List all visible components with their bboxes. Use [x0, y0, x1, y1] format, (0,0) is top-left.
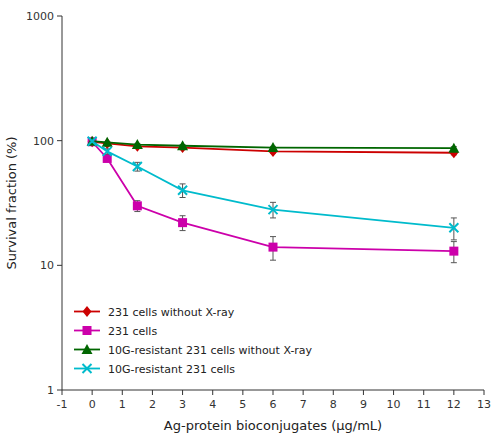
point — [133, 201, 142, 210]
y-tick-label: 100 — [33, 135, 54, 148]
x-tick — [333, 390, 334, 395]
y-tick-label: 1000 — [26, 10, 54, 23]
legend-marker — [83, 306, 92, 317]
point — [269, 205, 278, 214]
series — [88, 137, 459, 262]
point — [268, 142, 279, 152]
legend-label: 231 cells without X-ray — [108, 306, 235, 319]
legend: 231 cells without X-ray 231 cells 10G-resi… — [74, 306, 313, 376]
legend-label: 10G-resistant 231 cells without X-ray — [108, 344, 313, 357]
legend-label: 10G-resistant 231 cells — [108, 363, 235, 376]
legend-item: 231 cells — [74, 325, 157, 338]
x-tick — [242, 390, 243, 395]
point — [449, 247, 458, 256]
x-tick — [92, 390, 93, 395]
series-line — [92, 142, 454, 251]
legend-label: 231 cells — [108, 325, 157, 338]
x-tick — [62, 390, 63, 395]
x-tick — [273, 390, 274, 395]
point — [102, 137, 113, 147]
x-tick — [303, 390, 304, 395]
x-tick-label: 11 — [417, 398, 431, 411]
chart: -10123456789101112131101001000Ag-protein… — [0, 0, 500, 442]
x-tick-label: 6 — [270, 398, 277, 411]
point — [178, 218, 187, 227]
x-tick-label: 0 — [89, 398, 96, 411]
x-tick-label: 2 — [149, 398, 156, 411]
x-tick-label: -1 — [57, 398, 68, 411]
legend-item: 10G-resistant 231 cells — [74, 363, 235, 376]
point — [88, 137, 97, 146]
axes: -10123456789101112131101001000 — [26, 10, 491, 411]
point — [133, 162, 142, 171]
x-tick-label: 1 — [119, 398, 126, 411]
y-tick-label: 10 — [40, 259, 54, 272]
y-tick — [57, 140, 62, 141]
legend-marker — [83, 326, 92, 335]
x-tick — [182, 390, 183, 395]
background — [0, 0, 500, 442]
x-tick — [423, 390, 424, 395]
point — [448, 143, 459, 153]
x-tick — [484, 390, 485, 395]
series-line — [92, 142, 454, 153]
y-tick-label: 1 — [47, 384, 54, 397]
point — [88, 136, 97, 147]
x-tick — [453, 390, 454, 395]
point — [269, 243, 278, 252]
x-tick-label: 5 — [239, 398, 246, 411]
x-tick-label: 7 — [300, 398, 307, 411]
point — [178, 186, 187, 195]
x-tick — [363, 390, 364, 395]
legend-item: 231 cells without X-ray — [74, 306, 235, 319]
x-axis-label: Ag-protein bioconjugates (μg/mL) — [164, 418, 382, 433]
x-tick-label: 9 — [360, 398, 367, 411]
x-tick-label: 12 — [447, 398, 461, 411]
point — [87, 136, 98, 146]
y-tick — [57, 390, 62, 391]
x-tick — [212, 390, 213, 395]
x-tick-label: 13 — [477, 398, 491, 411]
y-tick — [57, 265, 62, 266]
point — [449, 223, 458, 232]
legend-marker — [82, 344, 93, 354]
x-tick — [122, 390, 123, 395]
legend-item: 10G-resistant 231 cells without X-ray — [74, 344, 313, 357]
x-tick — [393, 390, 394, 395]
x-tick-label: 3 — [179, 398, 186, 411]
series — [88, 137, 459, 240]
x-tick-label: 8 — [330, 398, 337, 411]
series-line — [92, 141, 454, 228]
series — [88, 136, 459, 158]
y-tick — [57, 16, 62, 17]
y-axis-line — [62, 16, 63, 390]
x-tick — [152, 390, 153, 395]
series — [87, 136, 460, 153]
x-tick-label: 4 — [209, 398, 216, 411]
legend-marker — [83, 364, 92, 373]
point — [103, 147, 112, 156]
y-axis-label: Survival fraction (%) — [4, 136, 19, 269]
point — [132, 139, 143, 149]
plot-area — [87, 136, 460, 263]
x-tick-label: 10 — [387, 398, 401, 411]
point — [177, 140, 188, 150]
